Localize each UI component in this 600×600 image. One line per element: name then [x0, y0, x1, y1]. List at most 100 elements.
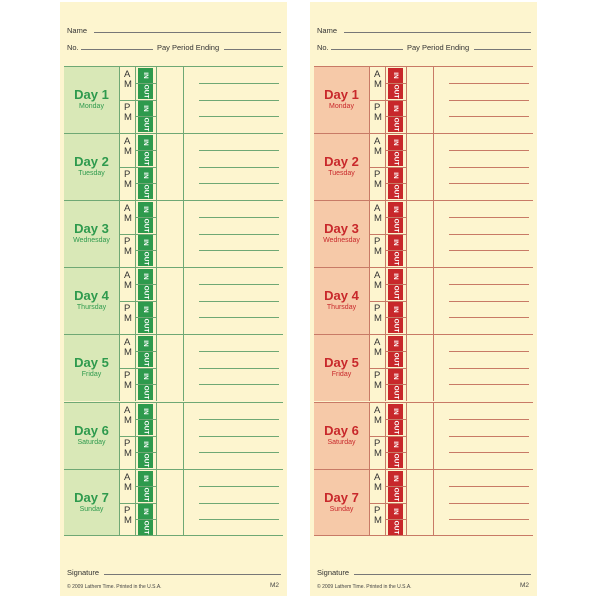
day-label-cell: Day 2 Tuesday: [64, 134, 119, 200]
out-pm-tag-text: OUT: [141, 184, 149, 199]
time-entry-line[interactable]: [199, 436, 279, 437]
pm-letter-m: M: [374, 112, 382, 123]
stamp-column[interactable]: [407, 67, 434, 133]
out-am-tag: OUT: [388, 84, 403, 99]
time-entry-line[interactable]: [449, 217, 529, 218]
time-entry-line[interactable]: [449, 368, 529, 369]
time-entry-line[interactable]: [199, 150, 279, 151]
pay-period-field[interactable]: [474, 49, 531, 50]
name-field[interactable]: Name: [67, 26, 281, 35]
time-entry-line[interactable]: [449, 351, 529, 352]
out-am-tag: OUT: [138, 487, 153, 502]
time-entry-line[interactable]: [449, 436, 529, 437]
number-field[interactable]: [81, 49, 153, 50]
time-entry-line[interactable]: [449, 384, 529, 385]
time-entry-line[interactable]: [449, 486, 529, 487]
in-am-tag-text: IN: [392, 475, 399, 482]
time-entry-line[interactable]: [199, 234, 279, 235]
stamp-column[interactable]: [157, 268, 184, 334]
signature-field[interactable]: Signature: [67, 568, 281, 577]
time-entry-line[interactable]: [199, 183, 279, 184]
stamp-column[interactable]: [157, 67, 184, 133]
day-weekday: Saturday: [77, 439, 106, 446]
pm-letter-m: M: [124, 448, 132, 459]
in-pm-tag-text: IN: [392, 373, 399, 380]
time-entry-line[interactable]: [199, 317, 279, 318]
in-out-column: IN OUT IN OUT: [386, 134, 407, 200]
pm-letter-p: P: [124, 303, 131, 314]
time-entry-line[interactable]: [449, 503, 529, 504]
number-field[interactable]: [331, 49, 403, 50]
time-entry-line[interactable]: [449, 116, 529, 117]
time-entry-line[interactable]: [449, 250, 529, 251]
signature-label: Signature: [317, 568, 350, 577]
stamp-column[interactable]: [157, 134, 184, 200]
stamp-column[interactable]: [407, 134, 434, 200]
half-divider: [136, 503, 156, 504]
stamp-column[interactable]: [157, 201, 184, 267]
out-am-tag: OUT: [138, 352, 153, 367]
time-entry-line[interactable]: [199, 83, 279, 84]
time-entry-line[interactable]: [199, 100, 279, 101]
out-am-tag: OUT: [388, 420, 403, 435]
time-entry-line[interactable]: [199, 116, 279, 117]
time-entry-line[interactable]: [449, 83, 529, 84]
time-entry-line[interactable]: [449, 183, 529, 184]
in-pm-tag-text: IN: [142, 441, 149, 448]
time-entry-line[interactable]: [199, 452, 279, 453]
out-pm-tag: OUT: [388, 117, 403, 132]
stamp-column[interactable]: [157, 403, 184, 469]
time-entry-line[interactable]: [199, 167, 279, 168]
time-entry-line[interactable]: [449, 301, 529, 302]
time-entry-line[interactable]: [449, 100, 529, 101]
time-entry-line[interactable]: [199, 486, 279, 487]
stamp-column[interactable]: [407, 268, 434, 334]
stamp-column[interactable]: [157, 335, 184, 401]
stamp-column[interactable]: [157, 470, 184, 535]
time-entry-line[interactable]: [199, 351, 279, 352]
pm-letter-p: P: [374, 370, 381, 381]
out-am-tag: OUT: [388, 352, 403, 367]
pm-letter-m: M: [124, 313, 132, 324]
time-entry-line[interactable]: [449, 317, 529, 318]
in-pm-tag-text: IN: [392, 172, 399, 179]
time-entry-line[interactable]: [449, 234, 529, 235]
time-entry-line[interactable]: [449, 150, 529, 151]
out-am-tag-text: OUT: [391, 151, 399, 166]
pay-period-field[interactable]: [224, 49, 281, 50]
signature-rule: [104, 574, 281, 575]
time-entry-line[interactable]: [199, 301, 279, 302]
in-out-column: IN OUT IN OUT: [136, 470, 157, 535]
time-entry-line[interactable]: [449, 284, 529, 285]
stamp-column[interactable]: [407, 335, 434, 401]
time-entry-line[interactable]: [199, 419, 279, 420]
time-entry-line[interactable]: [199, 384, 279, 385]
time-entry-line[interactable]: [199, 368, 279, 369]
stamp-column[interactable]: [407, 201, 434, 267]
time-entry-line[interactable]: [449, 452, 529, 453]
day-row: Day 1 Monday A M P M IN OUT IN OUT: [64, 66, 283, 133]
stamp-column[interactable]: [407, 403, 434, 469]
in-pm-tag-text: IN: [392, 105, 399, 112]
half-divider: [120, 167, 135, 168]
time-entry-line[interactable]: [199, 217, 279, 218]
time-entry-line[interactable]: [199, 519, 279, 520]
time-entry-line[interactable]: [199, 284, 279, 285]
stamp-column[interactable]: [407, 470, 434, 535]
signature-field[interactable]: Signature: [317, 568, 531, 577]
in-out-divider: [136, 519, 156, 520]
day-title: Day 7: [324, 490, 359, 505]
time-entry-line[interactable]: [449, 419, 529, 420]
name-field[interactable]: Name: [317, 26, 531, 35]
time-entry-line[interactable]: [199, 250, 279, 251]
out-pm-tag-text: OUT: [391, 520, 399, 535]
time-entry-line[interactable]: [199, 503, 279, 504]
pm-letter-p: P: [124, 505, 131, 516]
am-letter-a: A: [124, 270, 131, 281]
time-entry-line[interactable]: [449, 167, 529, 168]
time-entry-line[interactable]: [449, 519, 529, 520]
